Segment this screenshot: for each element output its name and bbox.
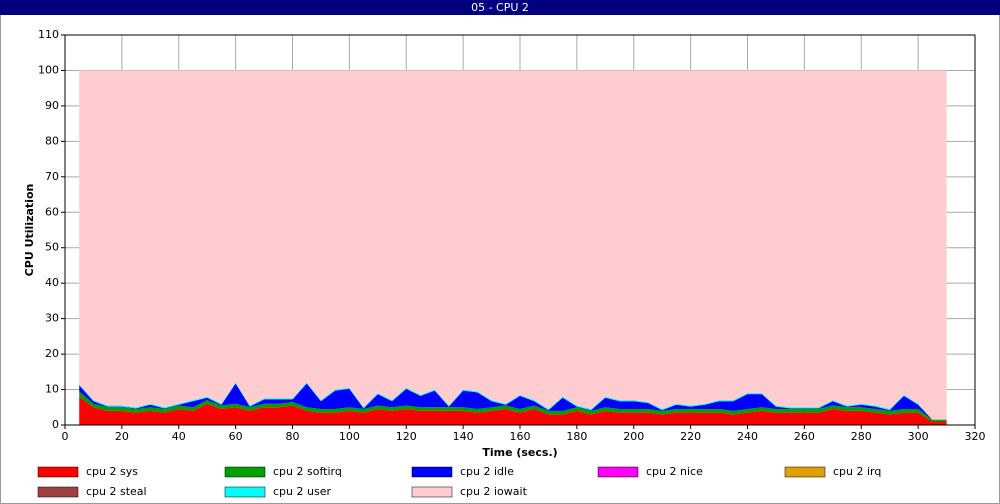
- x-tick-label: 220: [680, 430, 701, 443]
- chart-title: 05 - CPU 2: [471, 1, 529, 14]
- area: [79, 70, 947, 420]
- x-tick-label: 60: [229, 430, 243, 443]
- x-tick-label: 80: [286, 430, 300, 443]
- x-tick-label: 200: [623, 430, 644, 443]
- legend-label: cpu 2 nice: [646, 465, 703, 478]
- y-tick-label: 60: [45, 205, 59, 218]
- y-tick-label: 70: [45, 170, 59, 183]
- plot-border: [64, 34, 976, 426]
- x-tick-label: 280: [851, 430, 872, 443]
- y-tick-label: 20: [45, 347, 59, 360]
- x-tick-label: 180: [566, 430, 587, 443]
- legend-swatch: [597, 466, 639, 478]
- x-tick-label: 120: [396, 430, 417, 443]
- x-tick-label: 100: [339, 430, 360, 443]
- x-tick-label: 160: [510, 430, 531, 443]
- legend-label: cpu 2 softirq: [273, 465, 342, 478]
- legend-swatch: [37, 486, 79, 498]
- legend-swatch: [411, 486, 453, 498]
- legend-swatch: [37, 466, 79, 478]
- x-tick-label: 40: [172, 430, 186, 443]
- x-tick-label: 300: [908, 430, 929, 443]
- legend-swatch: [411, 466, 453, 478]
- y-tick-label: 0: [52, 418, 59, 431]
- y-axis-label: CPU Utilization: [23, 184, 36, 277]
- legend-label: cpu 2 steal: [86, 485, 147, 498]
- legend-swatch: [224, 486, 266, 498]
- y-tick-label: 30: [45, 312, 59, 325]
- x-tick-label: 260: [794, 430, 815, 443]
- legend-swatch: [784, 466, 826, 478]
- x-tick-label: 320: [965, 430, 986, 443]
- x-tick-label: 140: [453, 430, 474, 443]
- legend-swatch: [224, 466, 266, 478]
- legend-label: cpu 2 idle: [460, 465, 514, 478]
- y-tick-label: 50: [45, 241, 59, 254]
- legend-label: cpu 2 irq: [833, 465, 881, 478]
- title-bar: [0, 0, 1000, 15]
- y-tick-label: 40: [45, 276, 59, 289]
- legend-label: cpu 2 user: [273, 485, 331, 498]
- y-tick-label: 90: [45, 99, 59, 112]
- y-tick-label: 10: [45, 383, 59, 396]
- x-tick-label: 0: [62, 430, 69, 443]
- x-tick-label: 240: [737, 430, 758, 443]
- area: [79, 383, 947, 420]
- legend-label: cpu 2 sys: [86, 465, 138, 478]
- legend-label: cpu 2 iowait: [460, 485, 528, 498]
- y-tick-label: 110: [38, 28, 59, 41]
- x-tick-label: 20: [115, 430, 129, 443]
- y-tick-label: 100: [38, 63, 59, 76]
- x-axis-label: Time (secs.): [482, 446, 557, 459]
- y-tick-label: 80: [45, 134, 59, 147]
